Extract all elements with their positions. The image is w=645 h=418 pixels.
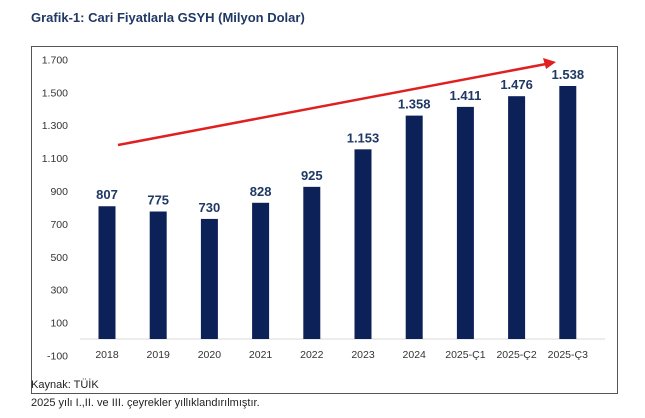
y-tick-label: 1.500 xyxy=(42,87,68,99)
bar xyxy=(252,202,270,339)
bar xyxy=(405,115,423,339)
y-tick-label: 1.700 xyxy=(42,54,68,66)
data-label: 1.411 xyxy=(449,88,481,103)
y-tick-label: 100 xyxy=(50,318,68,330)
bar xyxy=(303,186,321,339)
bar xyxy=(354,149,372,339)
trend-arrow-head xyxy=(543,58,556,69)
source-note: Kaynak: TÜİK xyxy=(31,379,99,391)
data-label: 730 xyxy=(199,200,221,215)
y-tick-label: 500 xyxy=(50,252,68,264)
chart-frame xyxy=(31,46,618,394)
data-label: 828 xyxy=(250,184,272,199)
y-tick-label: 700 xyxy=(50,219,68,231)
data-label: 1.476 xyxy=(500,77,533,92)
x-tick-label: 2025-Ç3 xyxy=(548,349,588,361)
bar xyxy=(456,106,474,339)
data-label: 807 xyxy=(96,187,118,202)
y-tick-label: 1.100 xyxy=(42,153,68,165)
footnote: 2025 yılı I.,II. ve III. çeyrekler yıllı… xyxy=(31,397,260,409)
x-tick-label: 2019 xyxy=(147,349,171,361)
y-tick-label: -100 xyxy=(47,350,68,362)
data-label: 1.538 xyxy=(552,67,585,82)
y-tick-label: 300 xyxy=(50,285,68,297)
bar xyxy=(559,85,577,340)
trend-arrow-line xyxy=(117,62,547,147)
x-tick-label: 2020 xyxy=(198,349,222,361)
bar xyxy=(508,96,526,339)
x-tick-label: 2018 xyxy=(95,349,119,361)
data-label: 1.358 xyxy=(398,97,431,112)
data-label: 1.153 xyxy=(347,130,380,145)
y-tick-label: 900 xyxy=(50,186,68,198)
x-tick-label: 2025-Ç1 xyxy=(445,349,485,361)
chart-title: Grafik-1: Cari Fiyatlarla GSYH (Milyon D… xyxy=(31,10,305,25)
y-tick-label: 1.300 xyxy=(42,120,68,132)
bar xyxy=(149,211,167,339)
x-tick-label: 2024 xyxy=(403,349,427,361)
data-label: 925 xyxy=(301,168,323,183)
bar xyxy=(200,218,218,339)
x-tick-label: 2023 xyxy=(351,349,375,361)
bar xyxy=(98,206,116,339)
x-tick-label: 2022 xyxy=(300,349,324,361)
x-tick-label: 2021 xyxy=(249,349,273,361)
data-label: 775 xyxy=(147,193,169,208)
x-tick-label: 2025-Ç2 xyxy=(496,349,536,361)
